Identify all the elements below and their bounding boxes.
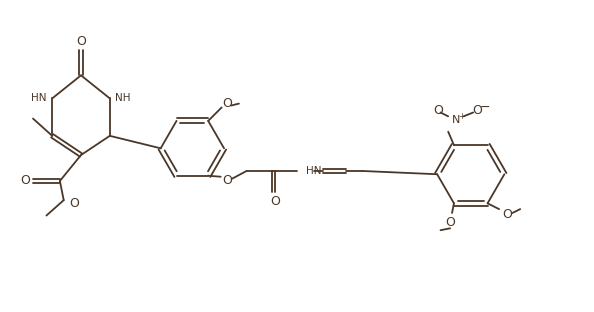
Text: O: O (502, 208, 511, 221)
Text: HN: HN (306, 166, 321, 176)
Text: −: − (479, 101, 490, 114)
Text: O: O (472, 104, 482, 117)
Text: O: O (270, 195, 280, 208)
Text: O: O (223, 97, 232, 110)
Text: O: O (76, 35, 86, 48)
Text: O: O (69, 197, 80, 211)
Text: HN: HN (31, 93, 46, 103)
Text: O: O (445, 216, 455, 229)
Text: NH: NH (115, 93, 131, 103)
Text: +: + (458, 112, 465, 121)
Text: N: N (451, 115, 460, 125)
Text: O: O (20, 174, 30, 188)
Text: O: O (223, 174, 232, 187)
Text: O: O (434, 104, 444, 117)
